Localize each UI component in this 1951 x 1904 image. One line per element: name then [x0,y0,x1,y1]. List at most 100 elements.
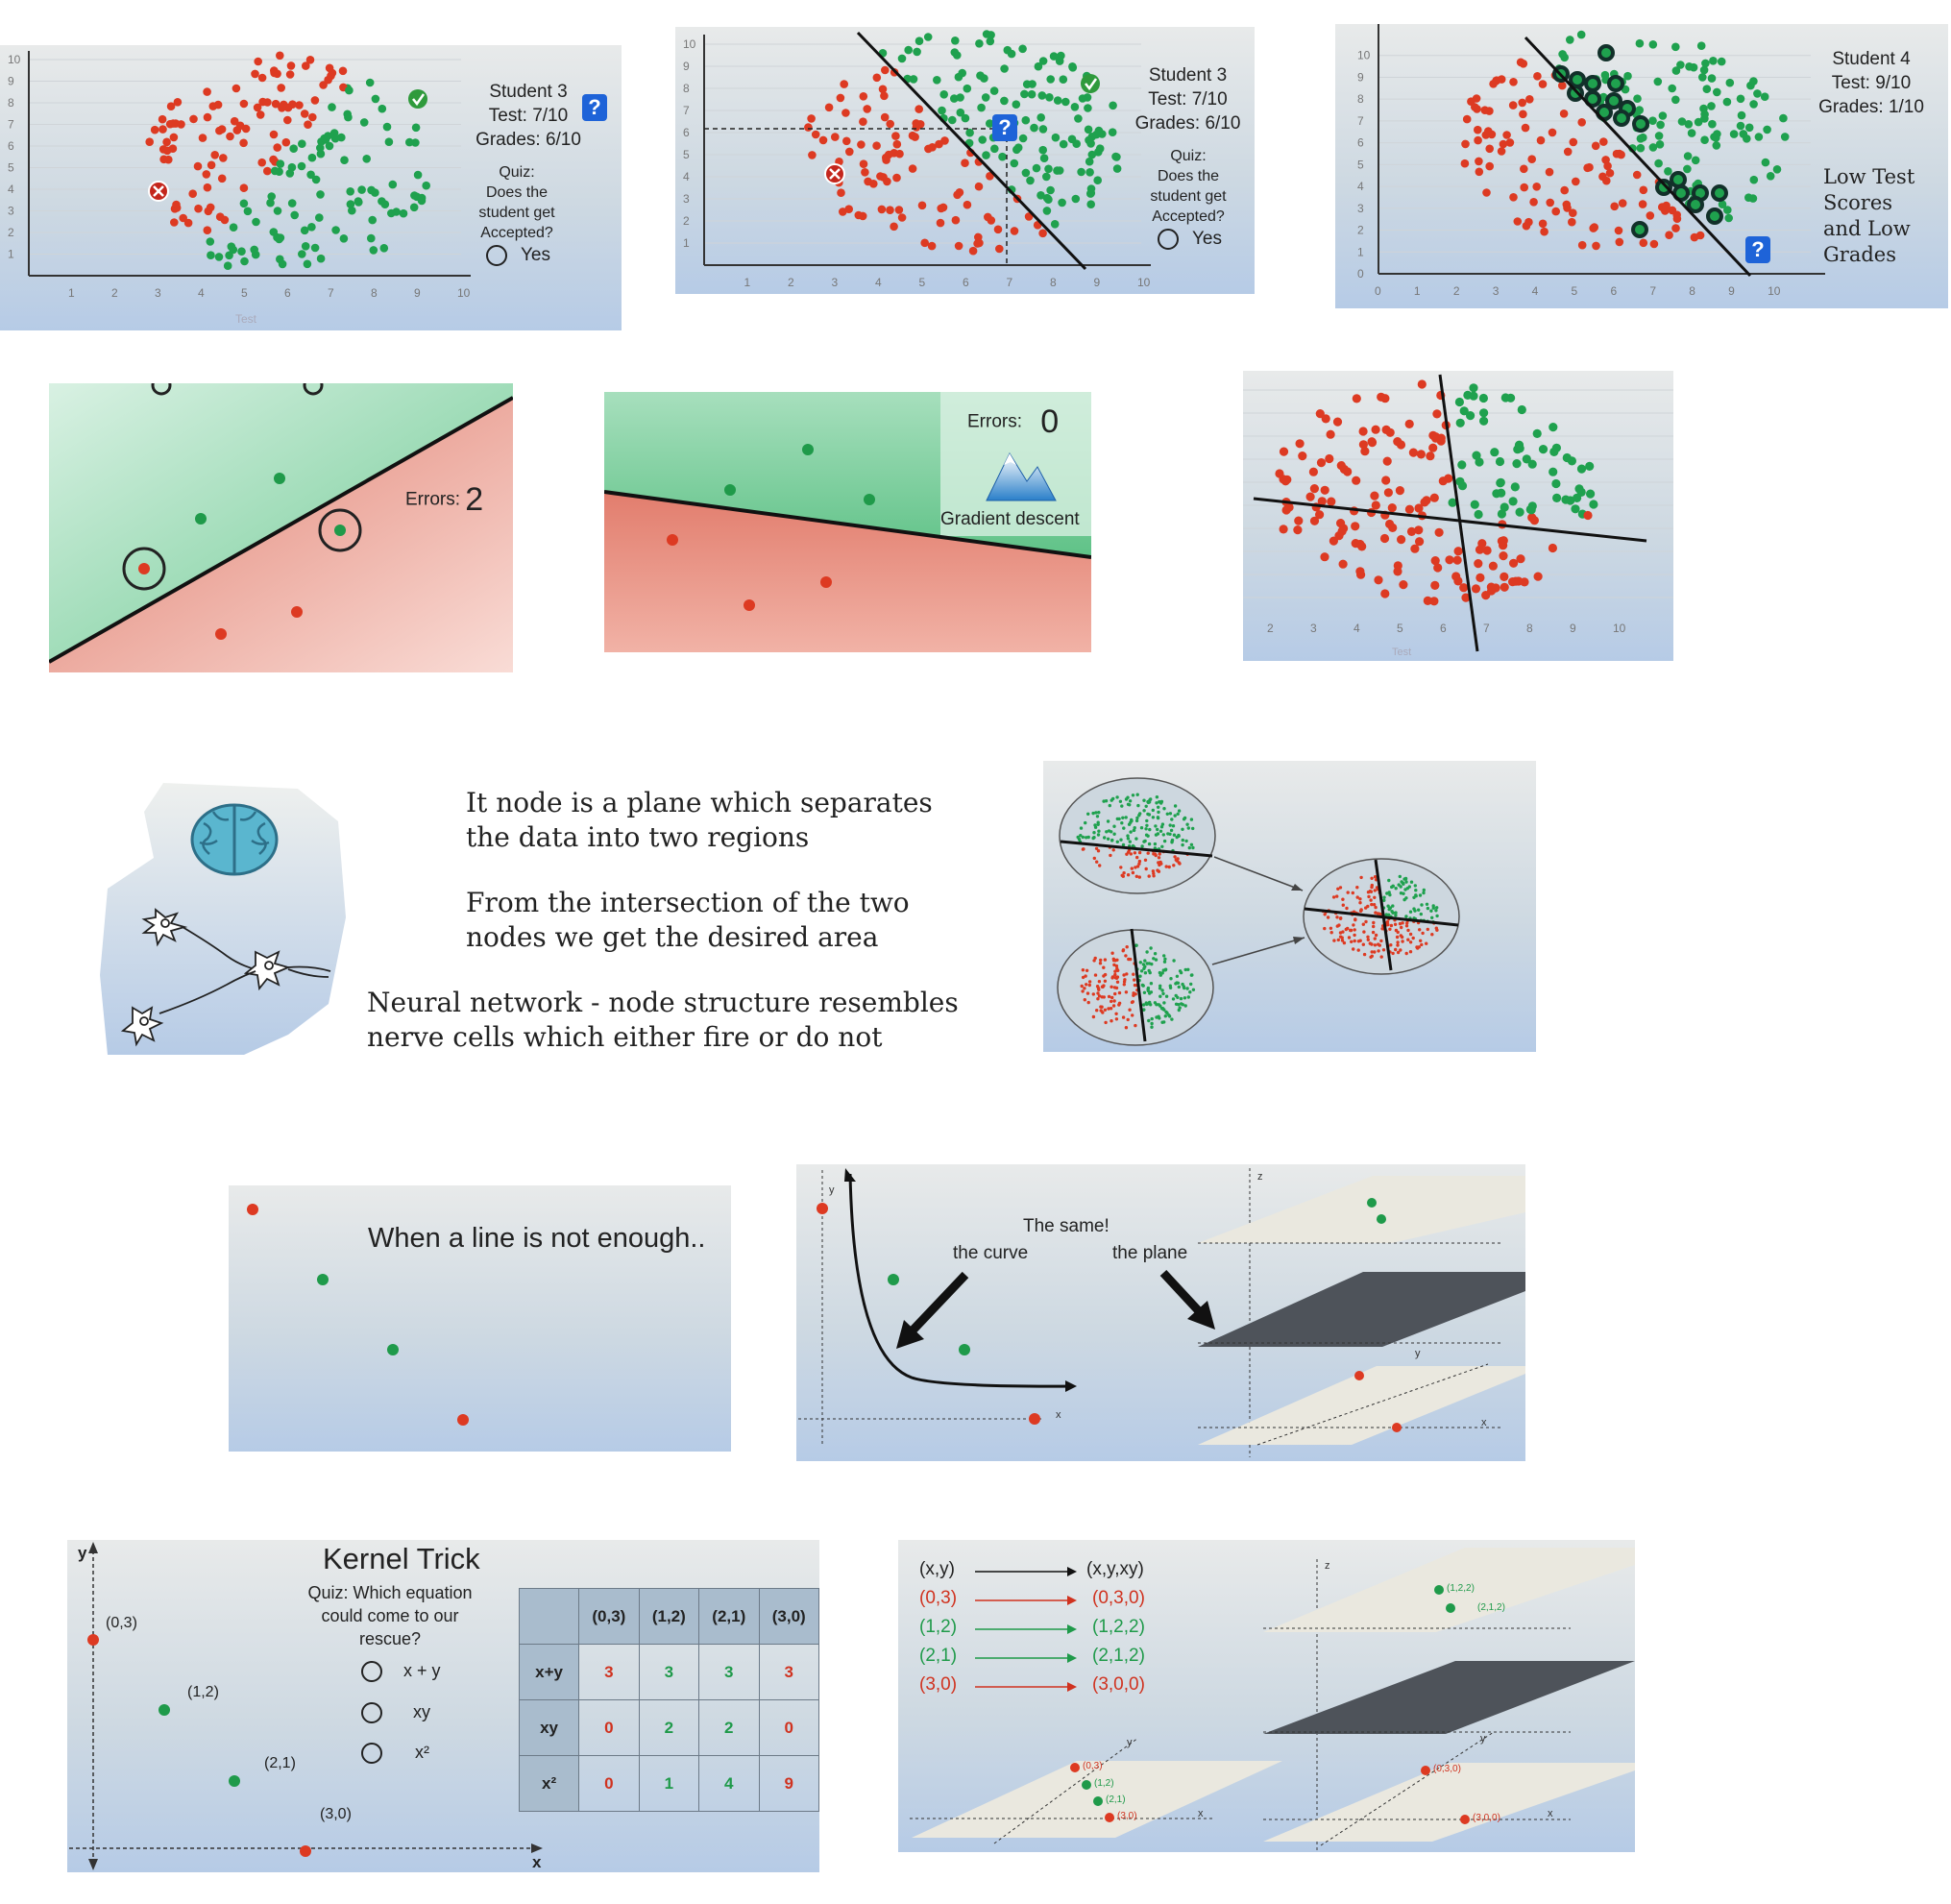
red-point [1371,425,1380,434]
green-point [982,30,991,38]
red-dot [1087,983,1091,988]
radio-button[interactable] [361,1702,382,1724]
red-point [820,576,832,588]
green-dot [1394,914,1398,917]
radio-button[interactable] [486,245,507,266]
quiz-line: Does the [1157,168,1220,184]
green-point [923,33,933,41]
radio-button[interactable] [361,1743,382,1765]
red-point [1428,430,1438,440]
green-point [1020,89,1029,99]
green-point [1068,62,1077,71]
red-dot [1398,921,1402,926]
green-dot [1146,986,1151,990]
green-dot [1156,816,1160,820]
red-point [808,151,817,159]
green-dot [1121,842,1126,847]
red-point [300,110,309,118]
radio-button[interactable] [361,1661,382,1683]
green-dot [1150,1016,1154,1021]
red-point [1436,436,1446,446]
red-point [1430,580,1440,590]
green-dot [1167,1014,1172,1018]
green-dot [1160,1007,1164,1011]
option-x-squared[interactable]: x² [361,1743,429,1765]
y-tick: 5 [8,161,14,175]
help-icon[interactable]: ? [582,94,607,121]
green-dot [1164,994,1169,998]
red-point [1518,98,1526,108]
green-point [1028,80,1036,88]
red-point [150,125,159,134]
green-point [950,48,960,57]
kernel-quiz: Quiz: Which equation could come to our r… [304,1581,476,1650]
mapping-from-header: (x,y) [919,1559,955,1579]
green-dot [1134,837,1138,841]
x-tick: 10 [457,286,471,300]
y-tick: 4 [1357,180,1364,193]
quiz-question: Quiz: Does the student get Accepted? [469,162,565,243]
option-xy[interactable]: xy [361,1702,430,1724]
red-point [1395,486,1404,496]
misclassified-point [1569,71,1586,88]
green-dot [1143,839,1147,843]
green-point [1496,478,1505,488]
error-marker [318,508,362,552]
classification-diagram [49,383,513,672]
green-point [1658,111,1668,120]
answer-option[interactable]: Yes [486,245,550,266]
red-point [811,130,820,139]
red-point [1381,425,1391,434]
green-dot [1429,909,1433,913]
red-point [189,114,198,124]
red-dot [1097,994,1102,998]
green-dot [1162,1020,1166,1024]
red-point [1474,559,1483,569]
green-dot [1169,977,1173,981]
green-point [1698,73,1707,82]
green-point [1712,141,1721,150]
red-point [1356,570,1366,579]
red-dot [1113,969,1117,973]
red-dot [1351,891,1354,895]
help-icon[interactable]: ? [992,114,1017,141]
red-point [325,63,334,73]
option-x-plus-y[interactable]: x + y [361,1661,441,1683]
red-dot [1419,939,1423,942]
green-point [1708,119,1717,129]
green-dot [1173,814,1177,818]
help-icon[interactable]: ? [1745,236,1770,263]
red-point [1459,583,1469,593]
green-dot [1142,990,1147,994]
red-dot [1137,850,1142,855]
red-dot [1098,864,1102,867]
red-dot [1373,937,1377,940]
green-point [1713,87,1721,97]
red-dot [1110,985,1113,989]
x-tick: 6 [1610,284,1617,298]
green-point [1475,457,1484,467]
y-tick: 3 [8,205,14,218]
red-dot [1341,897,1345,901]
green-dot [1434,909,1438,913]
x-tick: 7 [1649,284,1656,298]
red-point [880,112,890,122]
option-label: x² [415,1743,429,1762]
red-point [172,200,181,209]
green-point [417,196,427,206]
column-header: (3,0) [758,1588,819,1645]
red-point [1603,161,1612,171]
grades-score: Grades: 6/10 [476,130,581,150]
green-point [1490,448,1500,457]
green-dot [1388,892,1392,897]
red-dot [1093,973,1098,977]
green-point [340,156,349,164]
red-point [1500,572,1509,581]
red-point [912,119,920,128]
accept-icon [408,89,427,109]
radio-button[interactable] [1158,229,1179,250]
green-point [1466,411,1475,421]
green-point [1576,464,1587,474]
green-point [1780,133,1790,141]
answer-option[interactable]: Yes [1158,229,1222,250]
